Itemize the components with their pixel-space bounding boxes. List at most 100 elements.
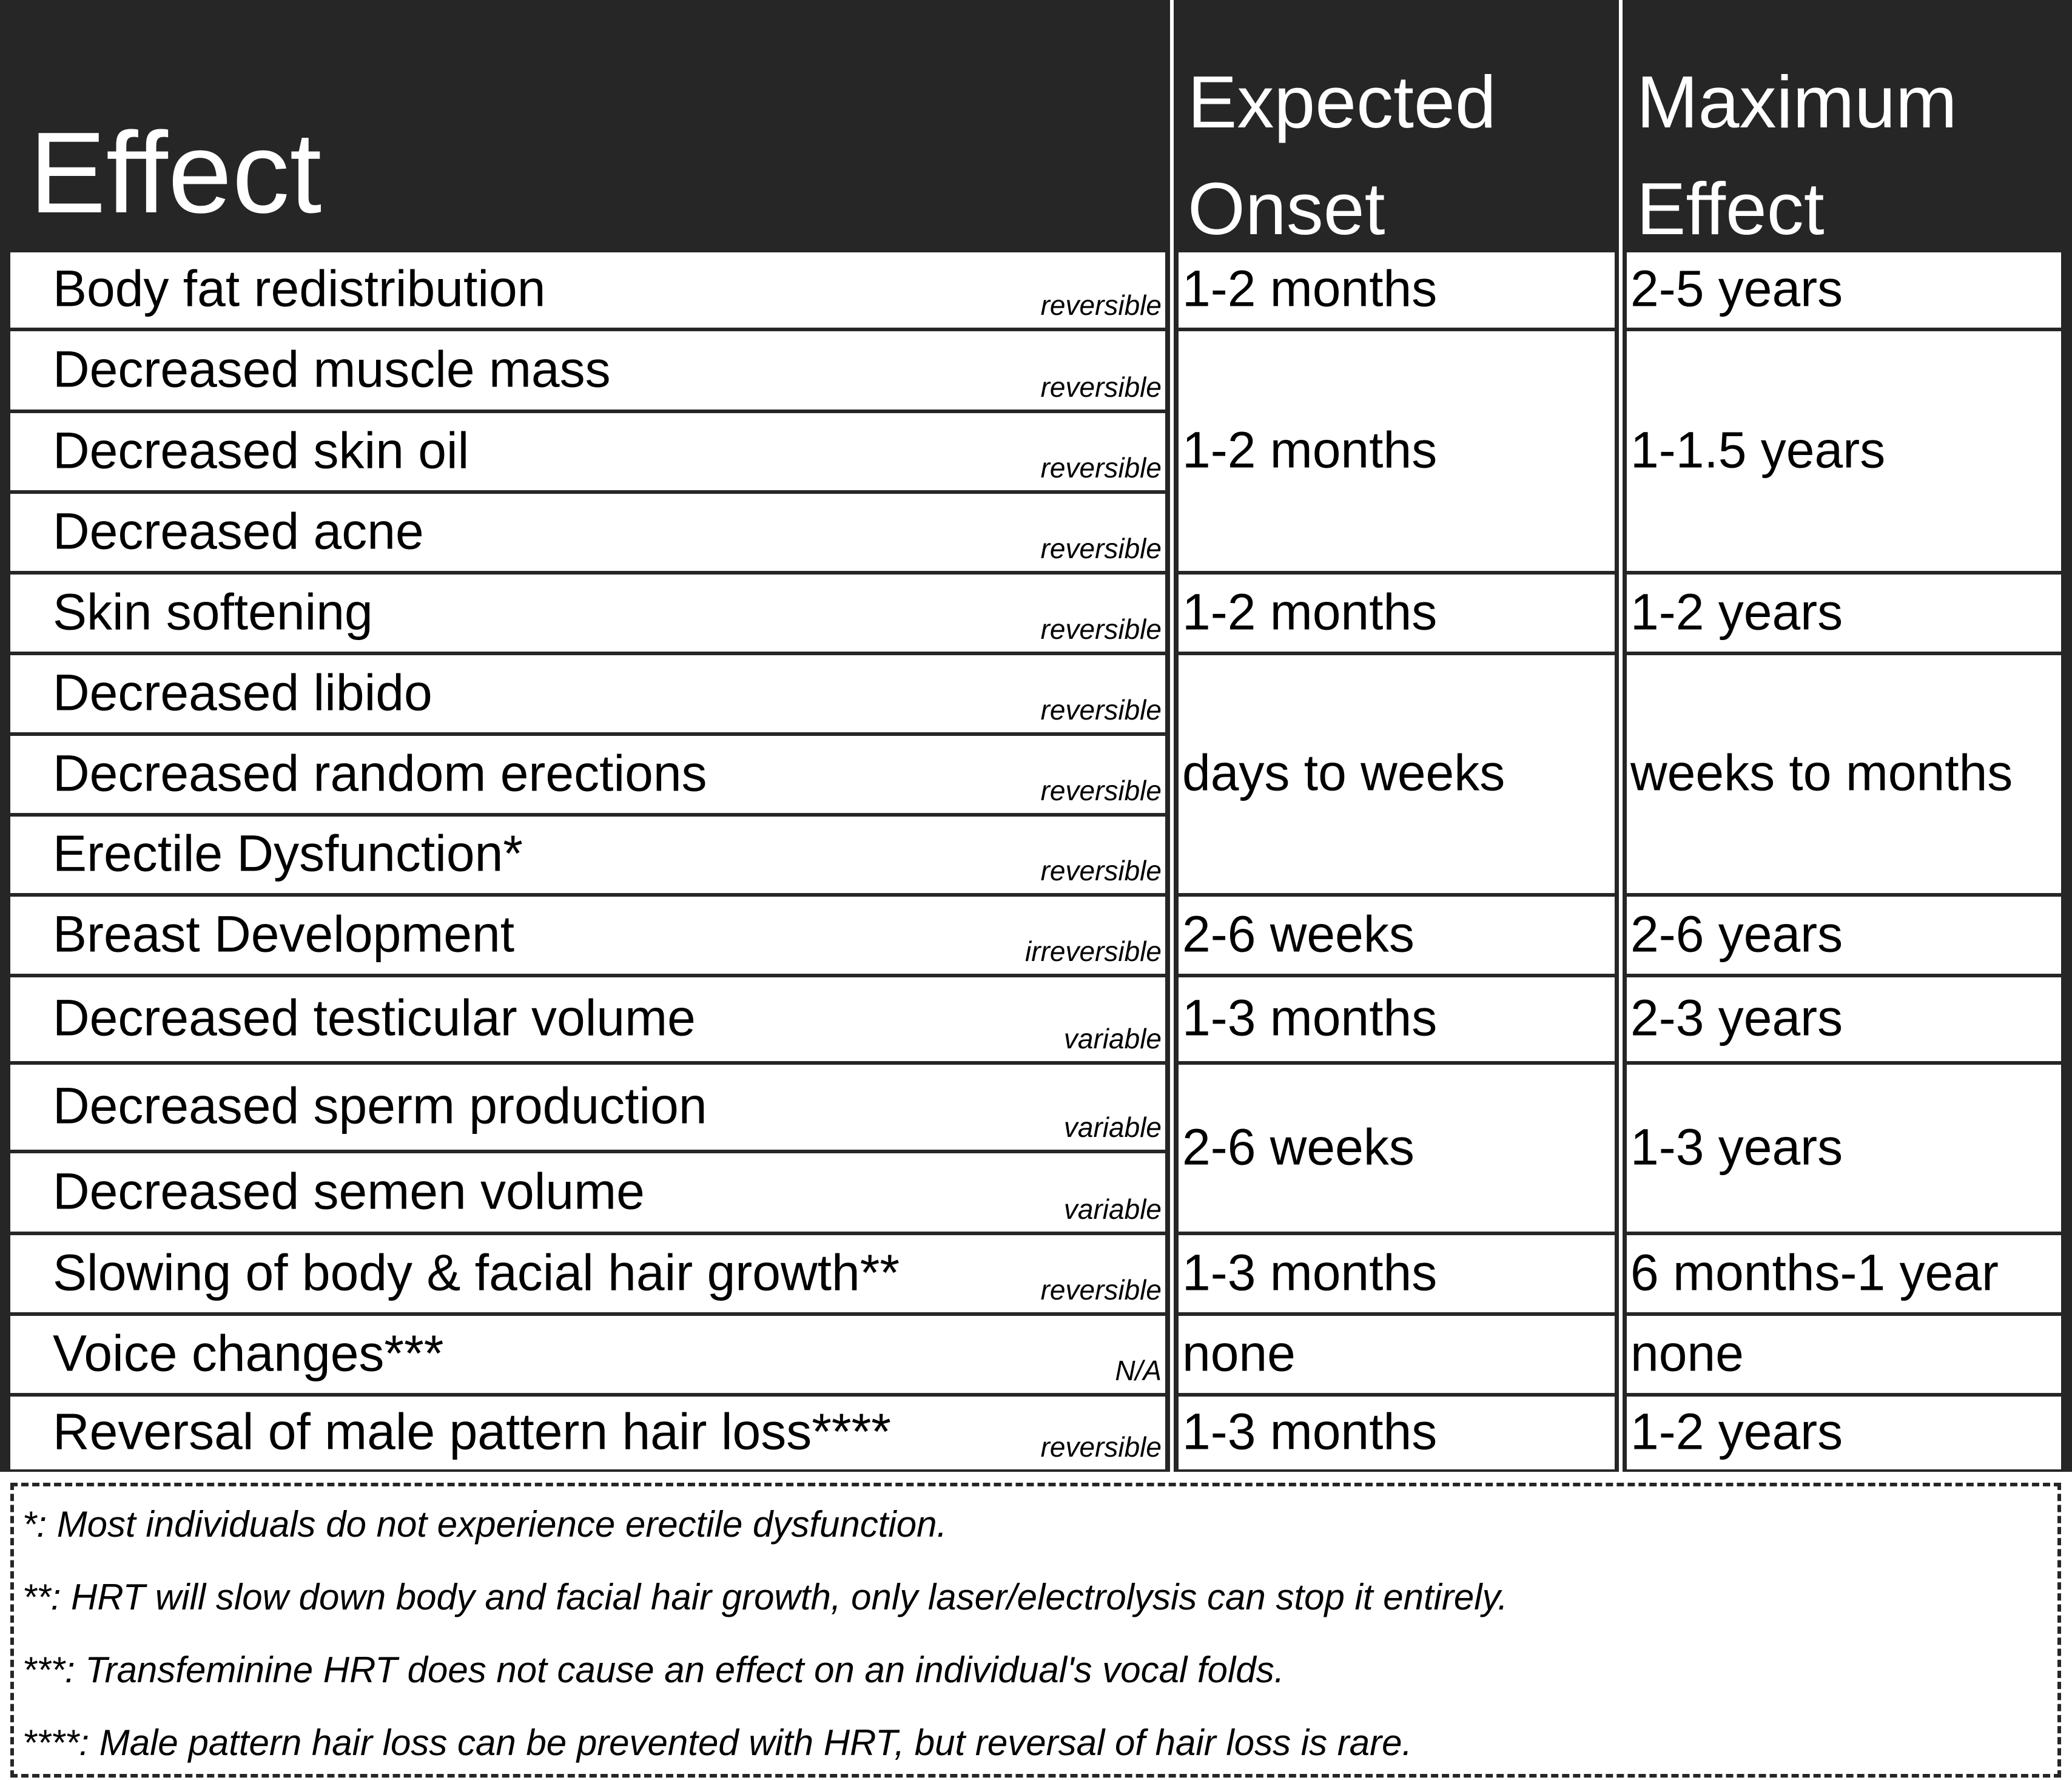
table-row: Body fat redistribution reversible [10, 252, 1165, 328]
reversibility-label: reversible [1040, 1274, 1162, 1306]
header-onset-line1: Expected [1188, 61, 1496, 143]
table-row: Erectile Dysfunction* reversible [10, 817, 1165, 893]
effect-name: Decreased sperm production [53, 1077, 707, 1134]
maximum-value: 1-3 years [1630, 1118, 1843, 1176]
onset-cell: 1-2 months [1179, 331, 1615, 571]
reversibility-label: reversible [1040, 371, 1162, 403]
reversibility-label: reversible [1040, 775, 1162, 806]
onset-cell: none [1179, 1316, 1615, 1393]
onset-cell: 2-6 weeks [1179, 897, 1615, 974]
onset-cell: 2-6 weeks [1179, 1065, 1615, 1232]
maximum-value: 2-5 years [1630, 260, 1843, 317]
effect-name: Reversal of male pattern hair loss**** [53, 1403, 891, 1460]
maximum-value: 6 months-1 year [1630, 1244, 1999, 1301]
effects-table: Effect Expected Onset Maximum Effect Bod… [0, 0, 2072, 1472]
table-row: Skin softening reversible [10, 575, 1165, 652]
onset-value: days to weeks [1182, 744, 1505, 801]
footnotes-box: *: Most individuals do not experience er… [10, 1483, 2061, 1778]
effect-name: Breast Development [53, 905, 515, 963]
maximum-effect-cell: 1-3 years [1627, 1065, 2061, 1232]
maximum-value: none [1630, 1324, 1744, 1382]
effect-name: Decreased testicular volume [53, 989, 696, 1047]
header-onset-line2: Onset [1188, 167, 1385, 250]
maximum-value: 1-2 years [1630, 583, 1843, 641]
table-row: Reversal of male pattern hair loss**** re… [10, 1397, 1165, 1469]
onset-cell: 1-3 months [1179, 977, 1615, 1061]
maximum-value: 1-1.5 years [1630, 421, 1886, 479]
maximum-effect-cell: weeks to months [1627, 655, 2061, 893]
reversibility-label: reversible [1040, 452, 1162, 484]
effect-name: Decreased acne [53, 502, 424, 560]
onset-cell: 1-3 months [1179, 1397, 1615, 1469]
effect-name: Decreased skin oil [53, 422, 469, 479]
table-row: Decreased libido reversible [10, 655, 1165, 732]
table-row: Decreased muscle mass reversible [10, 331, 1165, 410]
table-row: Decreased sperm production variable [10, 1065, 1165, 1150]
onset-cell: days to weeks [1179, 655, 1615, 893]
effect-name: Decreased libido [53, 664, 432, 721]
effect-name: Skin softening [53, 583, 373, 641]
onset-value: none [1182, 1324, 1296, 1382]
effect-name: Slowing of body & facial hair growth** [53, 1244, 900, 1301]
onset-value: 1-3 months [1182, 1403, 1438, 1460]
reversibility-label: irreversible [1025, 936, 1162, 967]
table-row: Decreased acne reversible [10, 494, 1165, 571]
onset-value: 1-2 months [1182, 260, 1438, 317]
column-divider [1619, 0, 1623, 1472]
reversibility-label: variable [1063, 1193, 1162, 1225]
maximum-effect-cell: 2-6 years [1627, 897, 2061, 974]
effect-name: Decreased random erections [53, 744, 707, 802]
onset-cell: 1-3 months [1179, 1235, 1615, 1312]
footnote: ***: Transfeminine HRT does not cause an… [22, 1650, 1285, 1690]
reversibility-label: reversible [1040, 289, 1162, 321]
effect-name: Voice changes*** [53, 1324, 444, 1382]
footnote: ****: Male pattern hair loss can be prev… [22, 1722, 1413, 1763]
maximum-effect-cell: 6 months-1 year [1627, 1235, 2061, 1312]
maximum-effect-cell: 1-2 years [1627, 1397, 2061, 1469]
onset-value: 1-2 months [1182, 583, 1438, 641]
header-expected-onset: Expected Onset [1188, 49, 1496, 262]
maximum-effect-cell: 1-2 years [1627, 575, 2061, 652]
header-max-line2: Effect [1636, 167, 1825, 250]
onset-cell: 1-2 months [1179, 252, 1615, 328]
effect-name: Erectile Dysfunction* [53, 824, 523, 882]
maximum-effect-cell: 2-5 years [1627, 252, 2061, 328]
reversibility-label: N/A [1115, 1355, 1162, 1386]
onset-cell: 1-2 months [1179, 575, 1615, 652]
column-divider [1170, 0, 1174, 1472]
maximum-value: 2-6 years [1630, 905, 1843, 963]
maximum-effect-cell: none [1627, 1316, 2061, 1393]
reversibility-label: variable [1063, 1111, 1162, 1143]
reversibility-label: reversible [1040, 533, 1162, 564]
reversibility-label: variable [1063, 1023, 1162, 1054]
onset-value: 1-2 months [1182, 421, 1438, 479]
effect-name: Decreased semen volume [53, 1162, 645, 1220]
reversibility-label: reversible [1040, 613, 1162, 645]
onset-value: 1-3 months [1182, 1244, 1438, 1301]
table-row: Decreased skin oil reversible [10, 413, 1165, 490]
reversibility-label: reversible [1040, 855, 1162, 886]
maximum-value: 2-3 years [1630, 989, 1843, 1047]
table-row: Decreased random erections reversible [10, 736, 1165, 813]
footnote: *: Most individuals do not experience er… [22, 1504, 947, 1545]
onset-value: 2-6 weeks [1182, 1118, 1414, 1176]
footnote: **: HRT will slow down body and facial h… [22, 1577, 1508, 1617]
onset-value: 2-6 weeks [1182, 905, 1414, 963]
header-max-line1: Maximum [1636, 61, 1957, 143]
table-row: Breast Development irreversible [10, 897, 1165, 974]
maximum-value: 1-2 years [1630, 1403, 1843, 1460]
maximum-effect-cell: 2-3 years [1627, 977, 2061, 1061]
maximum-value: weeks to months [1630, 744, 2013, 801]
effect-name: Body fat redistribution [53, 260, 546, 317]
reversibility-label: reversible [1040, 1431, 1162, 1463]
effect-name: Decreased muscle mass [53, 340, 611, 398]
table-row: Decreased semen volume variable [10, 1153, 1165, 1232]
header-maximum-effect: Maximum Effect [1636, 49, 1957, 262]
table-row: Slowing of body & facial hair growth** re… [10, 1235, 1165, 1312]
reversibility-label: reversible [1040, 694, 1162, 726]
maximum-effect-cell: 1-1.5 years [1627, 331, 2061, 571]
header-effect: Effect [29, 109, 322, 237]
table-row: Voice changes*** N/A [10, 1316, 1165, 1393]
onset-value: 1-3 months [1182, 989, 1438, 1047]
table-row: Decreased testicular volume variable [10, 977, 1165, 1061]
